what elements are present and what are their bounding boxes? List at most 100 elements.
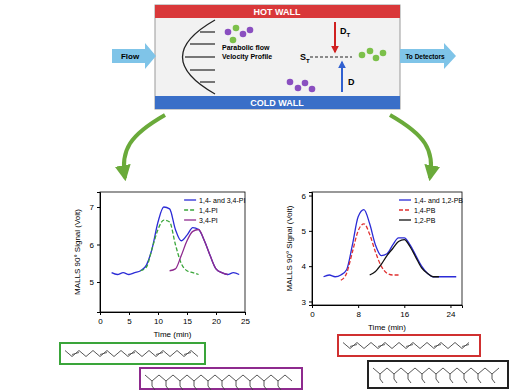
structure-pendant xyxy=(180,381,183,390)
x-tick: 20 xyxy=(212,312,221,326)
link-arrow xyxy=(124,115,165,178)
particle xyxy=(309,86,316,93)
x-tick-label: 8 xyxy=(356,310,361,319)
structure-box xyxy=(368,361,508,388)
velocity-profile xyxy=(183,20,216,94)
particle xyxy=(380,50,387,57)
series-line xyxy=(370,240,439,277)
x-tick-mark xyxy=(158,312,159,315)
legend-label: 1,4- and 1,2-PB xyxy=(414,197,463,204)
structure-box xyxy=(140,368,302,389)
x-tick-mark xyxy=(187,312,188,315)
x-tick-mark xyxy=(216,312,217,315)
structure-pendant xyxy=(422,374,425,383)
structure-double-bond xyxy=(184,353,191,355)
structure-pendant xyxy=(450,374,453,383)
structure xyxy=(338,335,480,356)
y-tick-label: 6 xyxy=(302,192,307,201)
x-tick-label: 25 xyxy=(241,317,250,326)
chart: 0816243456Time (min)MALLS 90° Signal (Vo… xyxy=(285,192,463,332)
structure-pendant xyxy=(408,374,411,383)
y-axis: 3456 xyxy=(302,192,313,307)
plot-frame xyxy=(312,192,462,305)
structure-pendant xyxy=(478,374,481,383)
label-sub: T xyxy=(347,32,351,38)
y-tick: 3 xyxy=(302,298,312,307)
hot-wall xyxy=(155,5,400,18)
structure-double-bond xyxy=(378,345,385,347)
y-tick-label: 4 xyxy=(302,262,307,271)
y-tick: 6 xyxy=(90,241,100,250)
y-tick-label: 3 xyxy=(302,298,307,307)
structure-pendant xyxy=(166,381,169,390)
structure-double-bond xyxy=(406,345,413,347)
profile-line xyxy=(190,43,215,44)
schematic: HOT WALLCOLD WALLFlowTo DetectorsParabol… xyxy=(112,5,456,109)
series-line xyxy=(141,220,199,274)
x-tick-label: 16 xyxy=(400,310,409,319)
legend-swatch xyxy=(184,209,196,210)
structure-pendant xyxy=(278,381,281,390)
legend-label: 1,2-PB xyxy=(414,217,436,224)
structure-double-bond xyxy=(462,345,469,347)
particle xyxy=(295,85,302,92)
x-tick-label: 15 xyxy=(183,317,192,326)
diffusion-arrow xyxy=(341,62,343,92)
diffusion-label: D xyxy=(348,77,355,87)
x-tick: 16 xyxy=(400,305,409,319)
plot-area xyxy=(324,210,457,281)
particle xyxy=(359,52,366,59)
structure-chain xyxy=(65,351,198,357)
legend-label: 3,4-PI xyxy=(199,217,218,224)
x-tick-mark xyxy=(129,312,130,315)
x-tick: 15 xyxy=(183,312,192,326)
particle xyxy=(233,25,240,32)
y-tick: 7 xyxy=(90,203,100,212)
structure-box xyxy=(60,343,205,364)
structure-pendant xyxy=(152,381,155,390)
thermal-diffusion-arrow xyxy=(334,22,336,52)
chart: 0510152025567Time (min)MALLS 90° Signal … xyxy=(73,192,250,339)
cold-wall xyxy=(155,96,400,109)
x-tick-label: 24 xyxy=(447,310,456,319)
structure-double-bond xyxy=(72,353,79,355)
legend-label: 1,4- and 3,4-PI xyxy=(199,197,245,204)
structure-double-bond xyxy=(128,353,135,355)
thermal-diffusion-label: DT xyxy=(340,26,351,38)
series-line xyxy=(170,230,228,275)
y-tick-mark xyxy=(309,301,312,302)
x-tick-label: 0 xyxy=(98,317,103,326)
x-tick-label: 0 xyxy=(310,310,315,319)
structure-pendant xyxy=(264,381,267,390)
structure-pendant xyxy=(208,381,211,390)
link-arrow xyxy=(390,115,431,178)
y-tick-mark xyxy=(97,282,100,283)
legend-swatch xyxy=(184,219,196,220)
profile-label: Velocity Profile xyxy=(222,53,272,61)
y-tick-mark xyxy=(309,231,312,232)
y-axis-line xyxy=(309,193,313,306)
structure-chain xyxy=(373,368,499,374)
outlet-label: To Detectors xyxy=(405,53,445,60)
soret-line xyxy=(310,57,352,58)
plot-area xyxy=(112,207,240,275)
profile-line xyxy=(190,69,215,70)
structure-chain xyxy=(145,375,292,381)
legend-swatch xyxy=(399,219,411,220)
x-axis-title: Time (min) xyxy=(368,323,406,332)
structure-box xyxy=(338,335,480,356)
legend-swatch xyxy=(184,199,196,200)
soret-label: ST xyxy=(300,52,310,64)
x-tick-mark xyxy=(450,305,451,308)
structure-double-bond xyxy=(156,353,163,355)
structure-pendant xyxy=(492,374,495,383)
structure-double-bond xyxy=(434,345,441,347)
x-tick-label: 20 xyxy=(212,317,221,326)
particle xyxy=(247,27,254,34)
x-tick: 0 xyxy=(98,312,103,326)
y-axis-line xyxy=(97,193,101,313)
channel xyxy=(155,5,400,109)
x-tick-mark xyxy=(245,312,246,315)
profile-line xyxy=(185,56,215,57)
inlet-label: Flow xyxy=(121,52,140,61)
